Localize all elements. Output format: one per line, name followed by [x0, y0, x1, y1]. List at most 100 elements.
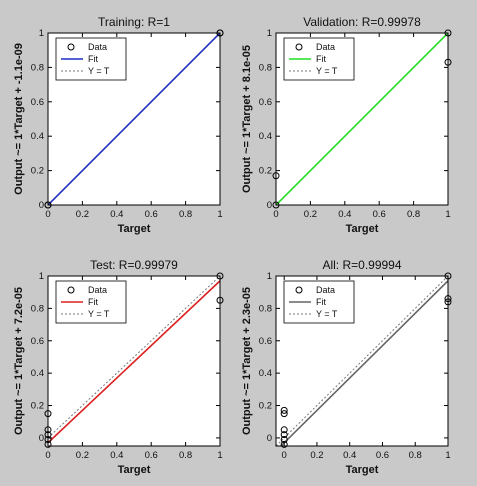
y-tick-label: 0.6	[259, 97, 272, 108]
axes-frame	[47, 275, 221, 447]
x-tick-label: 0.2	[76, 209, 89, 220]
x-tick-label: 1	[445, 209, 450, 220]
x-tick-label: 1	[217, 450, 222, 461]
y-axis-label: Output ~= 1*Target + 8.1e-05	[241, 45, 253, 193]
axes-frame	[47, 32, 221, 206]
legend-data-label: Data	[316, 42, 335, 52]
y-tick-label: 0.4	[31, 131, 44, 142]
y-tick-label: 0.8	[259, 303, 272, 314]
legend-identity-label: Y = T	[88, 66, 110, 76]
y-axis-label: Output ~= 1*Target + 2.3e-05	[241, 287, 253, 435]
data-point	[280, 431, 288, 439]
fit-line	[276, 33, 448, 205]
y-tick-label: 0.4	[259, 368, 272, 379]
y-tick-label: 0	[39, 200, 44, 211]
x-tick-label: 0.2	[304, 209, 317, 220]
x-tick-label: 0.4	[338, 209, 351, 220]
plot-title: All: R=0.99994	[322, 258, 401, 272]
y-tick-label: 0.6	[31, 336, 44, 347]
x-tick-label: 1	[445, 450, 450, 461]
y-tick-label: 1	[267, 271, 272, 282]
legend-identity-label: Y = T	[88, 309, 110, 319]
legend-data-marker	[295, 286, 303, 294]
y-tick-label: 0.8	[31, 62, 44, 73]
legend-data-marker	[295, 43, 303, 51]
x-tick-label: 1	[217, 209, 222, 220]
plot-title: Training: R=1	[98, 15, 170, 29]
x-tick-label: 0.2	[310, 450, 323, 461]
x-tick-label: 0.2	[76, 450, 89, 461]
y-tick-label: 0.2	[259, 401, 272, 412]
y-tick-label: 0.2	[31, 166, 44, 177]
x-tick-label: 0.6	[376, 450, 389, 461]
legend: Data Fit Y = T	[283, 280, 355, 324]
fit-line	[279, 280, 448, 446]
x-tick-label: 0.4	[110, 209, 123, 220]
legend: Data Fit Y = T	[55, 37, 127, 81]
y-tick-label: 0.4	[259, 131, 272, 142]
y-tick-label: 0.8	[31, 303, 44, 314]
legend-fit-label: Fit	[316, 54, 326, 64]
x-tick-label: 0.4	[110, 450, 123, 461]
fit-line	[48, 280, 220, 444]
legend-fit-label: Fit	[316, 297, 326, 307]
legend-data-marker	[67, 43, 75, 51]
x-tick-label: 0.4	[343, 450, 356, 461]
x-axis-label: Target	[118, 464, 151, 476]
identity-line	[276, 276, 448, 446]
x-tick-label: 0	[282, 450, 287, 461]
y-tick-label: 0.6	[259, 336, 272, 347]
fit-line	[48, 33, 220, 205]
y-axis-label: Output ~= 1*Target + 7.2e-05	[13, 287, 25, 435]
x-tick-label: 0	[45, 209, 50, 220]
legend-box	[55, 37, 127, 81]
x-axis-label: Target	[346, 223, 379, 235]
identity-line	[48, 276, 220, 439]
y-tick-label: 0	[39, 433, 44, 444]
legend-data-label: Data	[316, 285, 335, 295]
legend-identity-label: Y = T	[316, 309, 338, 319]
data-point	[280, 410, 288, 418]
x-tick-label: 0.6	[145, 450, 158, 461]
y-tick-label: 0.6	[31, 97, 44, 108]
subplot-1: 00 0.2 0.2 0.4 0.4 0.6 0.6 0.8 0.8 1 1 Training: R=…	[13, 15, 224, 235]
y-tick-label: 0.4	[31, 368, 44, 379]
axes-frame	[275, 275, 449, 447]
x-axis-label: Target	[118, 223, 151, 235]
legend-identity-label: Y = T	[316, 66, 338, 76]
data-point	[280, 426, 288, 434]
data-point	[280, 440, 288, 448]
x-tick-label: 0	[45, 450, 50, 461]
subplot-4: 00 0.2 0.2 0.4 0.4 0.6 0.6 0.8 0.8 1 1 All: R=0.999…	[241, 258, 452, 476]
y-tick-label: 0.2	[31, 401, 44, 412]
legend-data-marker	[67, 286, 75, 294]
subplot-3: 00 0.2 0.2 0.4 0.4 0.6 0.6 0.8 0.8 1 1 Test: R=0.99…	[13, 258, 224, 476]
y-tick-label: 1	[39, 271, 44, 282]
y-tick-label: 1	[267, 28, 272, 39]
subplot-2: 00 0.2 0.2 0.4 0.4 0.6 0.6 0.8 0.8 1 1 Validation: …	[241, 15, 452, 235]
data-point	[280, 406, 288, 414]
legend: Data Fit Y = T	[283, 37, 355, 81]
legend-fit-label: Fit	[88, 54, 98, 64]
y-tick-label: 0.8	[259, 62, 272, 73]
legend: Data Fit Y = T	[55, 280, 127, 324]
legend-fit-label: Fit	[88, 297, 98, 307]
legend-data-label: Data	[88, 42, 107, 52]
axes-frame	[275, 32, 449, 206]
x-tick-label: 0.8	[179, 209, 192, 220]
x-tick-label: 0.8	[179, 450, 192, 461]
y-tick-label: 1	[39, 28, 44, 39]
x-tick-label: 0.6	[373, 209, 386, 220]
x-tick-label: 0.8	[407, 209, 420, 220]
x-tick-label: 0	[273, 209, 278, 220]
x-tick-label: 0.6	[145, 209, 158, 220]
legend-data-label: Data	[88, 285, 107, 295]
y-tick-label: 0	[267, 200, 272, 211]
y-tick-label: 0.2	[259, 166, 272, 177]
x-tick-label: 0.8	[409, 450, 422, 461]
y-tick-label: 0	[267, 433, 272, 444]
y-axis-label: Output ~= 1*Target + -1.1e-09	[13, 43, 25, 195]
plot-title: Validation: R=0.99978	[303, 15, 421, 29]
plot-title: Test: R=0.99979	[90, 258, 178, 272]
